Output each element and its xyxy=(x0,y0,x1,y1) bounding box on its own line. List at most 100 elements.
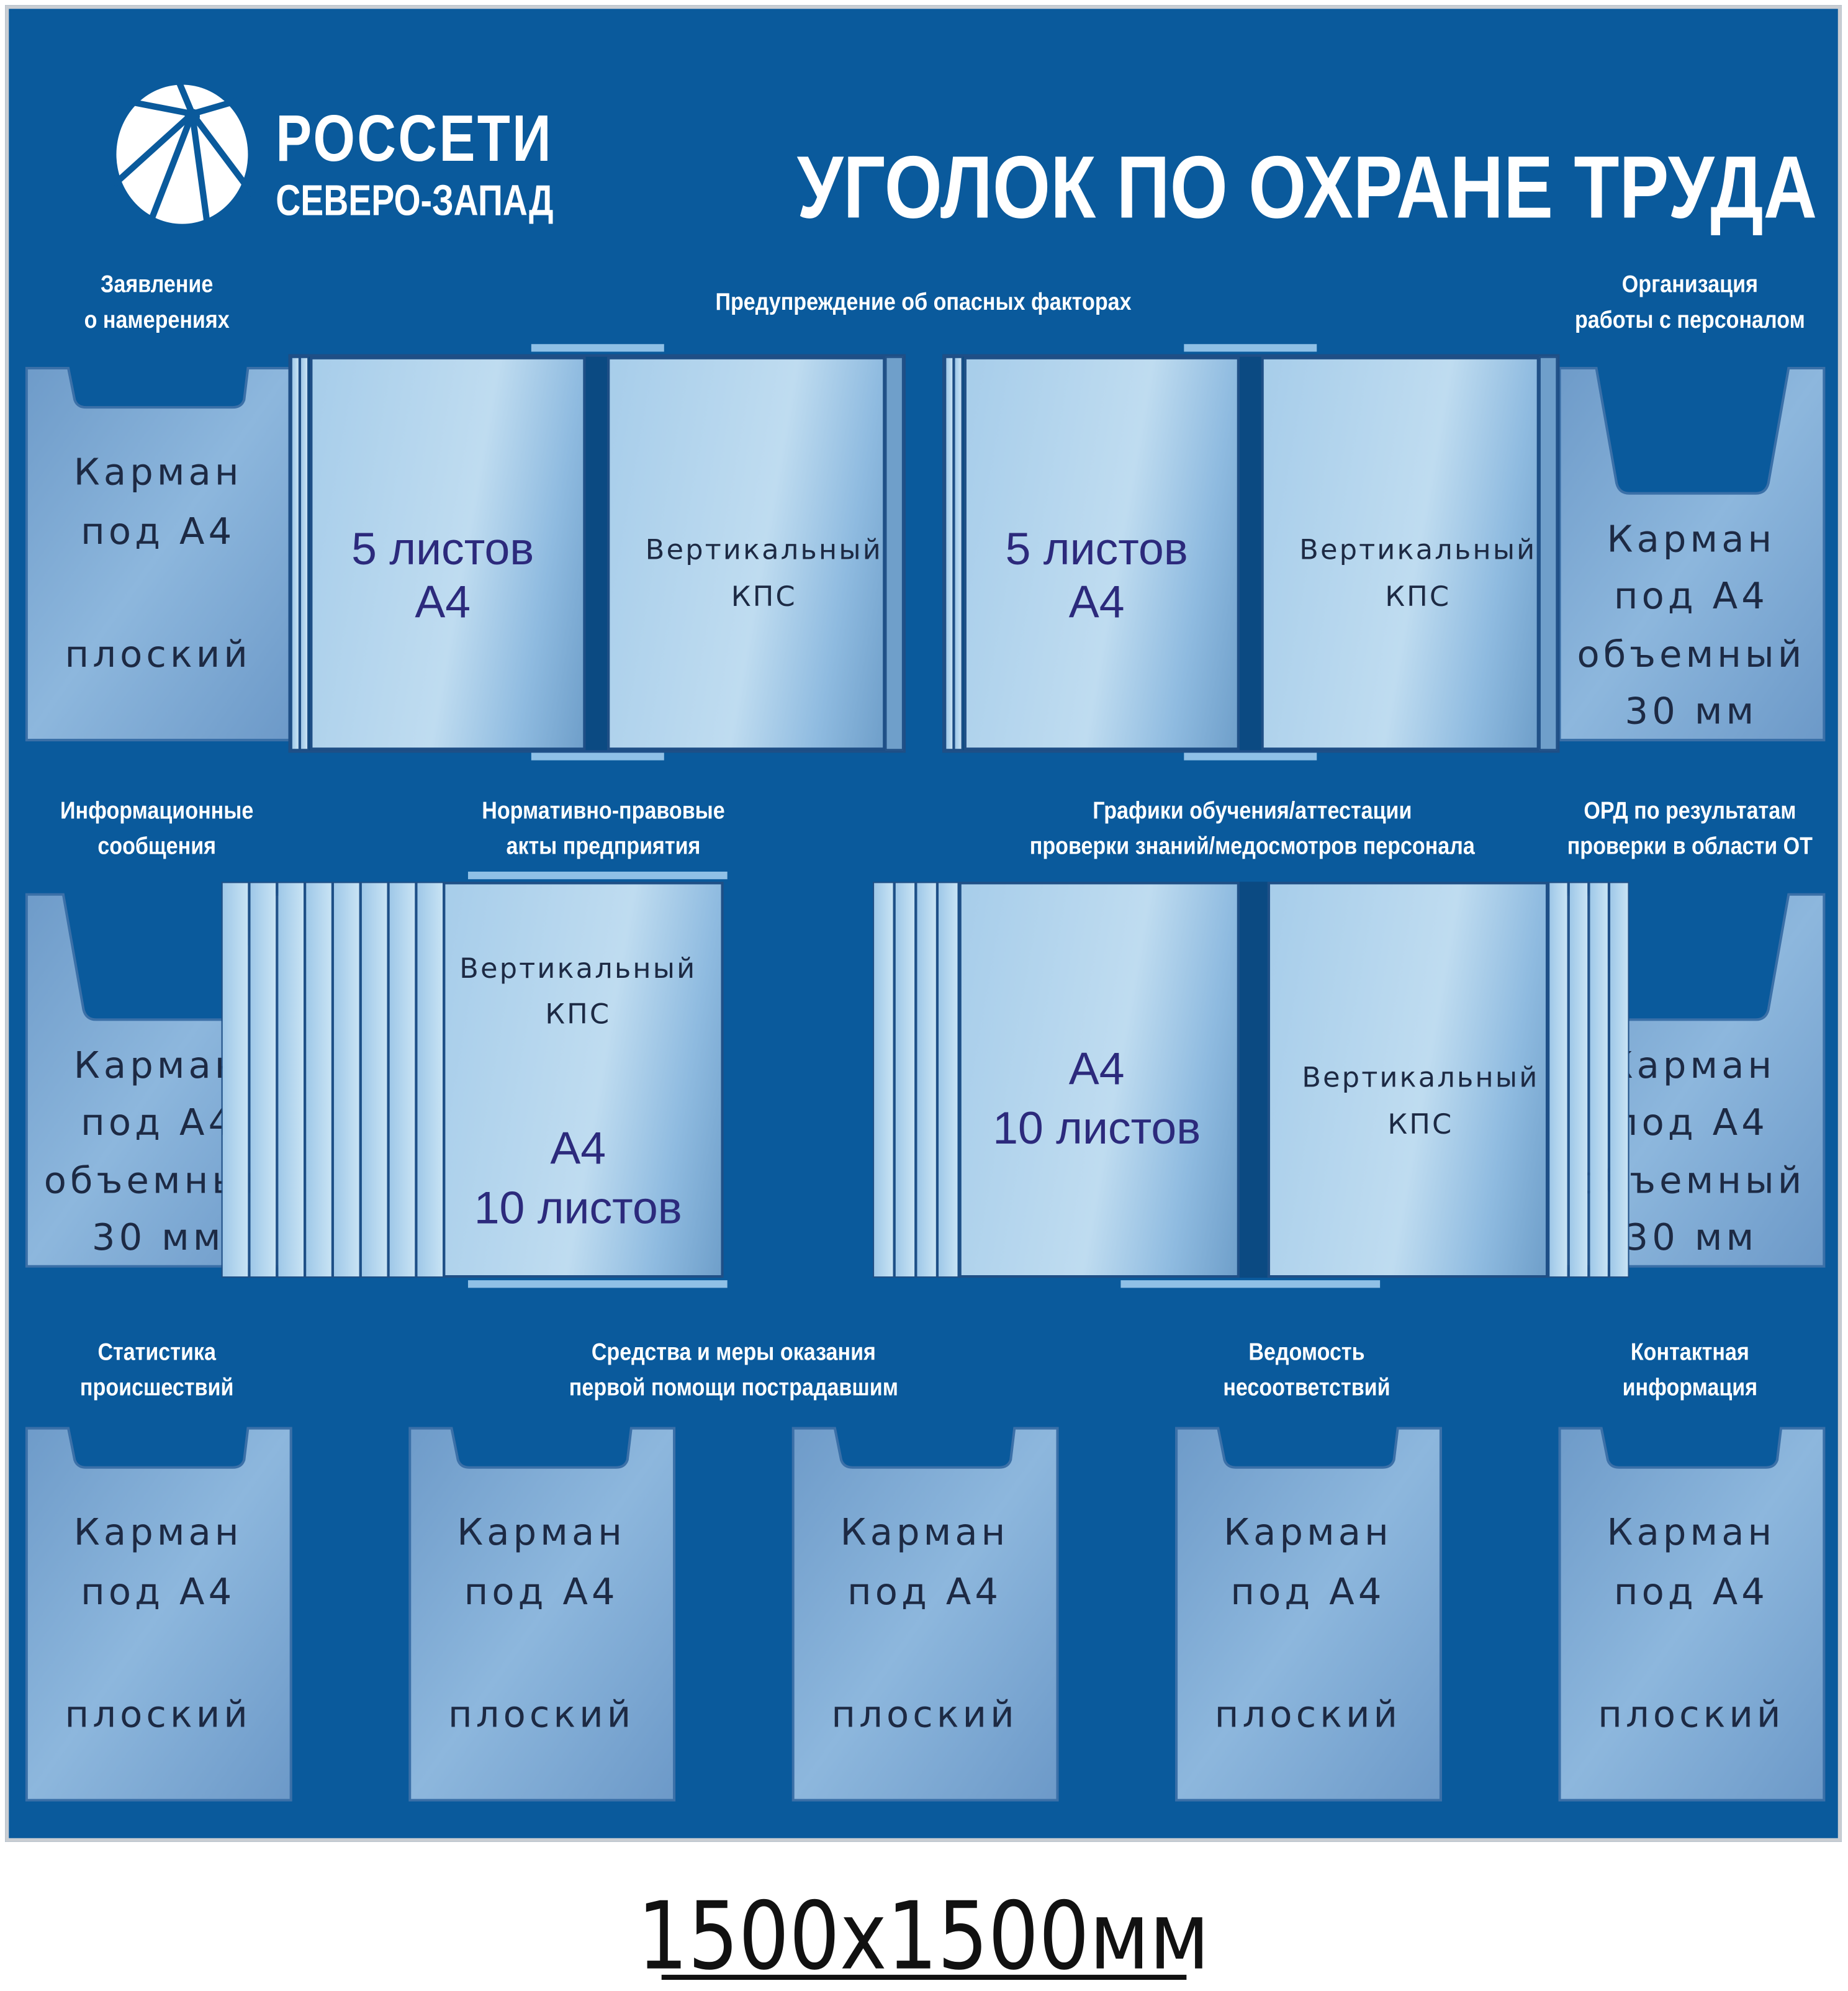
kps-leaf-edge xyxy=(360,882,389,1278)
kps-leaf-edge xyxy=(1589,882,1609,1278)
kps-5-text: 5 листов xyxy=(351,522,534,575)
kps-leaf-edge xyxy=(299,356,309,751)
kps-leaf-edge xyxy=(291,356,300,751)
pocket-text: Карман xyxy=(73,450,243,494)
pocket-text: плоский xyxy=(831,1692,1018,1736)
kps-vertical-text: Вертикальный xyxy=(645,535,883,567)
kps-leaf-edge xyxy=(416,882,444,1278)
rosseti-logo-icon xyxy=(114,83,256,225)
logo-line2: СЕВЕРО-ЗАПАД xyxy=(276,177,554,225)
section-label: Предупреждение об опасных факторах xyxy=(715,289,1132,317)
kps-vertical-text: Вертикальный xyxy=(1302,1062,1539,1095)
kps-leaf-edge xyxy=(277,882,305,1278)
pocket-text: Карман xyxy=(1607,1044,1776,1087)
pocket-text: под А4 xyxy=(464,1569,619,1614)
pocket-text: под А4 xyxy=(1613,574,1769,618)
pocket-text: плоский xyxy=(448,1692,635,1736)
kps-leaf-edge xyxy=(945,356,954,751)
section-label: о намерениях xyxy=(84,307,230,334)
section-label: Информационные xyxy=(60,798,254,825)
section-label: несоответствий xyxy=(1223,1375,1391,1402)
pocket-text: под А4 xyxy=(1613,1100,1769,1144)
section-label: работы с персоналом xyxy=(1574,307,1805,334)
flat-pocket xyxy=(1175,1427,1442,1802)
kps-leaf-edge xyxy=(221,882,250,1278)
kps-page xyxy=(958,882,1240,1278)
section-label: Ведомость xyxy=(1248,1339,1365,1366)
flat-pocket xyxy=(408,1427,676,1802)
kps-leaf-edge xyxy=(1608,882,1629,1278)
pocket-text: плоский xyxy=(1598,1692,1785,1736)
kps-leaf-edge xyxy=(388,882,417,1278)
section-label: Заявление xyxy=(101,272,214,299)
pocket-text: под А4 xyxy=(1613,1569,1769,1614)
kps-holder-bottom xyxy=(531,752,664,761)
section-label: проверки в области ОТ xyxy=(1567,833,1813,860)
pocket-text: Карман xyxy=(1224,1510,1392,1554)
pocket-text: Карман xyxy=(1607,1510,1776,1554)
kps-spine xyxy=(1239,882,1268,1278)
pocket-text: под А4 xyxy=(81,510,236,553)
kps-vertical-text: КПС xyxy=(731,582,797,614)
kps-leaf-edge xyxy=(916,882,937,1278)
flat-pocket xyxy=(791,1427,1059,1802)
flat-pocket xyxy=(25,1427,292,1802)
section-label: происшествий xyxy=(79,1375,234,1402)
flat-pocket xyxy=(25,366,292,742)
pocket-text: Карман xyxy=(457,1510,626,1554)
kps-holder-top xyxy=(531,344,664,352)
kps-10-text: А4 xyxy=(550,1122,606,1174)
kps-leaf-edge xyxy=(873,882,895,1278)
size-label: 1500х1500мм xyxy=(637,1882,1210,1991)
section-label: Организация xyxy=(1621,272,1758,299)
kps-leaf-edge xyxy=(305,882,333,1278)
kps-leaf-edge xyxy=(1568,882,1589,1278)
kps-holder-bottom xyxy=(467,1280,728,1288)
section-label: первой помощи пострадавшим xyxy=(569,1375,898,1402)
kps-holder-top xyxy=(1184,344,1317,352)
section-label: Нормативно-правовые xyxy=(482,798,725,825)
pocket-text: под А4 xyxy=(1230,1569,1386,1614)
logo-line1: РОССЕТИ xyxy=(276,102,553,176)
kps-leaf-edge xyxy=(1539,356,1557,751)
pocket-text: плоский xyxy=(1214,1692,1402,1736)
kps-page xyxy=(963,356,1240,751)
kps-page xyxy=(310,356,586,751)
section-label: проверки знаний/медосмотров персонала xyxy=(1029,833,1475,860)
pocket-text: 30 мм xyxy=(1625,1216,1758,1259)
kps-5-text: А4 xyxy=(415,576,471,628)
page-title: УГОЛОК ПО ОХРАНЕ ТРУДА xyxy=(796,138,1818,237)
pocket-text: 30 мм xyxy=(91,1216,225,1259)
pocket-text: плоский xyxy=(65,632,251,676)
kps-leaf-edge xyxy=(953,356,963,751)
kps-5-text: 5 листов xyxy=(1005,522,1188,575)
kps-leaf-edge xyxy=(1548,882,1569,1278)
volume-pocket xyxy=(1558,366,1826,742)
pocket-text: под А4 xyxy=(81,1100,236,1144)
section-label: Графики обучения/аттестации xyxy=(1093,798,1412,825)
size-underline xyxy=(661,1974,1187,1980)
pocket-text: 30 мм xyxy=(1625,689,1758,733)
kps-holder-top xyxy=(467,871,728,880)
kps-holder-bottom xyxy=(1120,1280,1381,1288)
section-label: информация xyxy=(1622,1375,1758,1402)
flat-pocket xyxy=(1558,1427,1826,1802)
section-label: ОРД по результатам xyxy=(1584,798,1796,825)
kps-vertical-text: КПС xyxy=(545,999,611,1031)
kps-10-text: 10 листов xyxy=(993,1101,1201,1154)
kps-10-text: 10 листов xyxy=(474,1181,682,1234)
pocket-text: Карман xyxy=(73,1510,243,1554)
kps-page xyxy=(1267,882,1549,1278)
kps-vertical-text: Вертикальный xyxy=(459,954,697,986)
kps-leaf-edge xyxy=(937,882,959,1278)
kps-leaf-edge xyxy=(885,356,903,751)
kps-leaf-edge xyxy=(332,882,361,1278)
section-label: сообщения xyxy=(97,833,217,860)
pocket-text: объемный xyxy=(1577,632,1806,676)
kps-vertical-text: Вертикальный xyxy=(1299,535,1537,567)
kps-5-text: А4 xyxy=(1068,576,1125,628)
pocket-text: под А4 xyxy=(847,1569,1003,1614)
kps-10-text: А4 xyxy=(1068,1042,1125,1095)
kps-page xyxy=(1261,356,1539,751)
